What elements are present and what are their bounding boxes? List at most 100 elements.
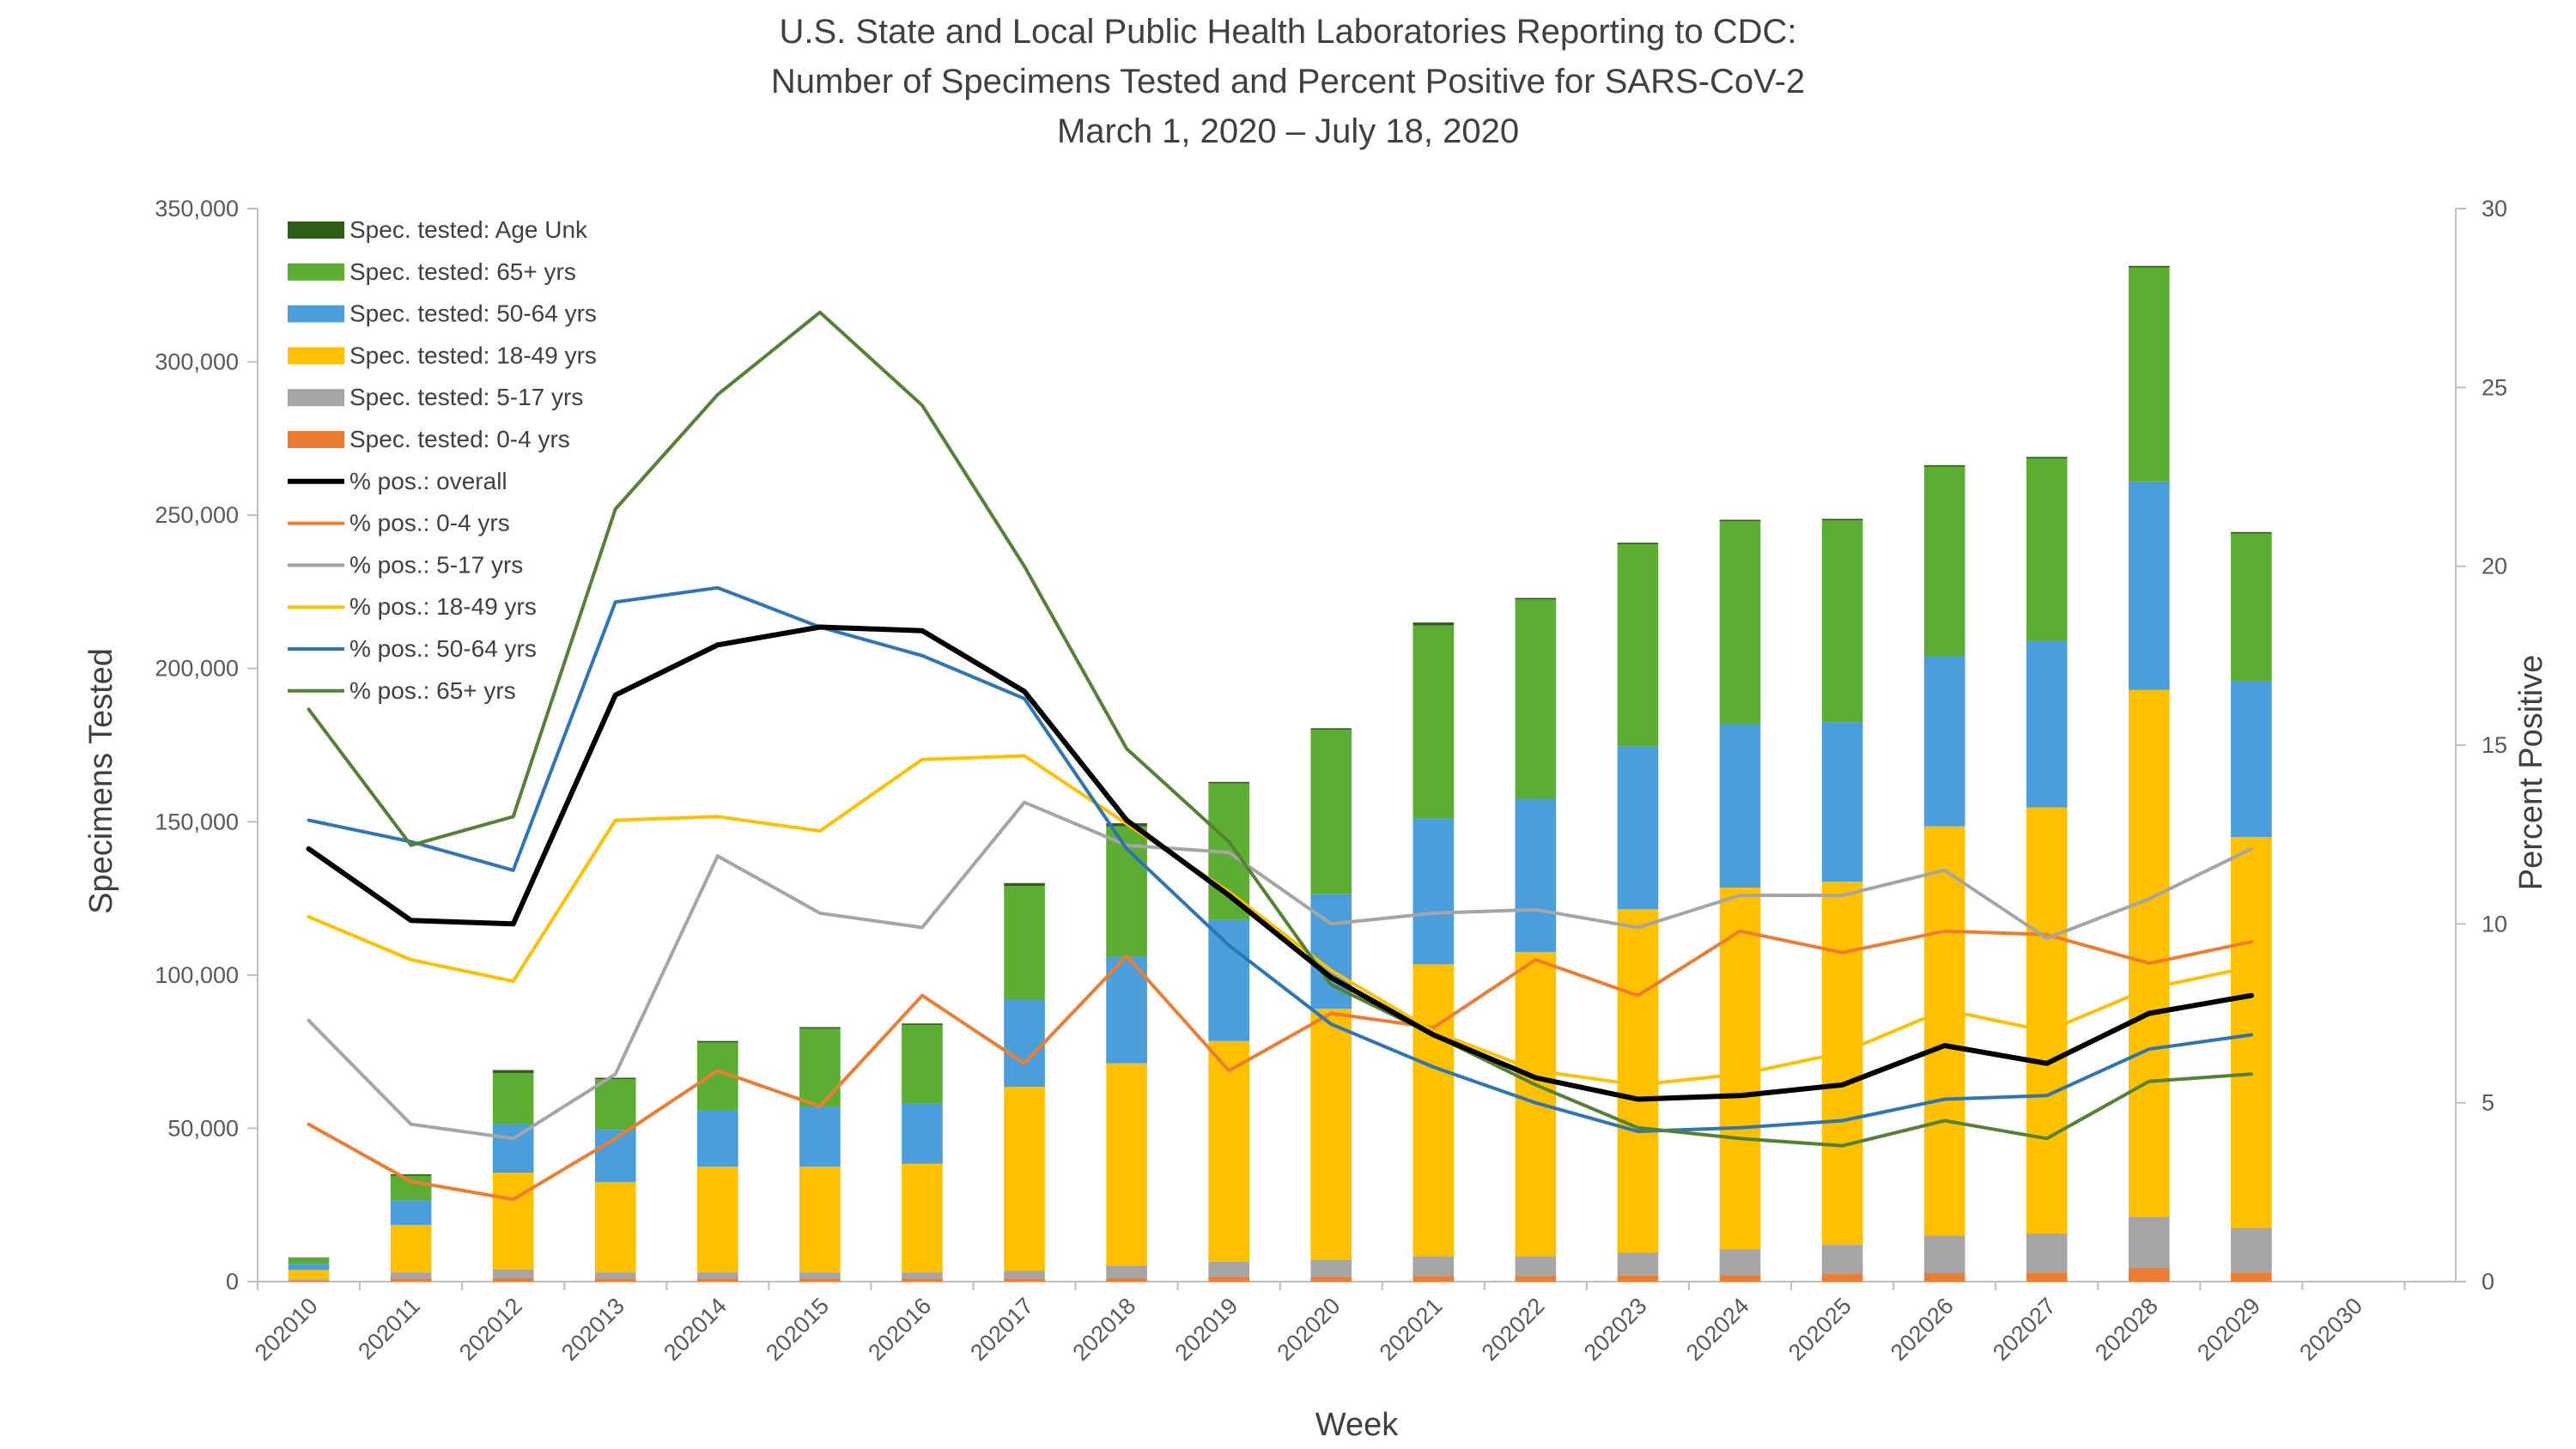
y-tick-label: 350,000: [155, 196, 239, 221]
bar-segment: [2026, 1272, 2068, 1282]
bar-segment: [1106, 1277, 1147, 1282]
bar-segment: [1923, 826, 1965, 1236]
bar-segment: [2026, 640, 2068, 808]
bar-segment: [390, 1174, 432, 1176]
bar-segment: [1208, 781, 1249, 784]
x-tick-label: 202023: [1579, 1293, 1652, 1366]
x-tick-label: 202021: [1375, 1293, 1448, 1366]
bar-segment: [2128, 689, 2170, 1217]
bar-segment: [1923, 656, 1965, 827]
legend-item: % pos.: 65+ yrs: [349, 677, 516, 704]
bar-segment: [492, 1073, 534, 1125]
bar-segment: [2231, 837, 2272, 1228]
title-line-2: Number of Specimens Tested and Percent P…: [771, 63, 1805, 100]
y-axis-title: Specimens Tested: [83, 648, 119, 914]
y-tick-label: 200,000: [155, 656, 239, 682]
bar-segment: [1106, 1063, 1147, 1266]
series-line: [307, 800, 2253, 1141]
bar-segment: [1719, 1249, 1761, 1276]
bar-segment: [1719, 724, 1761, 888]
bar-segment: [1617, 909, 1659, 1253]
bar-segment: [1208, 1040, 1249, 1262]
legend-item: % pos.: 0-4 yrs: [349, 510, 510, 537]
lines: [306, 310, 2254, 1202]
bar-segment: [1821, 520, 1863, 723]
title-line-3: March 1, 2020 – July 18, 2020: [1057, 112, 1519, 150]
bar-segment: [799, 1272, 841, 1279]
bar-segment: [288, 1279, 330, 1281]
bar-segment: [697, 1040, 738, 1043]
bar-segment: [1413, 1276, 1455, 1282]
x-tick-label: 202020: [1273, 1293, 1346, 1366]
bar-segment: [492, 1269, 534, 1278]
x-tick-label: 202017: [965, 1293, 1038, 1366]
legend-swatch: [288, 347, 344, 365]
bar-segment: [2231, 533, 2272, 681]
bar-segment: [1719, 519, 1761, 522]
y2-tick-label: 20: [2482, 554, 2507, 579]
x-tick-label: 202026: [1886, 1293, 1959, 1366]
x-tick-label: 202030: [2294, 1293, 2367, 1366]
bar-segment: [1617, 1275, 1659, 1282]
bar-segment: [902, 1025, 943, 1104]
bar-segment: [1923, 464, 1965, 467]
legend-swatch: [288, 221, 344, 239]
bar-segment: [2026, 1233, 2068, 1273]
bar-segment: [1719, 888, 1761, 1250]
legend-item: % pos.: overall: [349, 468, 507, 494]
bar-segment: [390, 1224, 432, 1273]
x-tick-label: 202015: [761, 1293, 834, 1366]
bar-segment: [288, 1264, 330, 1270]
bar-segment: [1821, 1245, 1863, 1275]
bar-segment: [799, 1028, 841, 1107]
y-tick-label: 100,000: [155, 962, 239, 988]
bar-segment: [492, 1070, 534, 1074]
bar-segment: [1004, 999, 1045, 1088]
bar-segment: [1310, 1260, 1352, 1277]
y2-tick-label: 15: [2482, 732, 2507, 758]
bar-segment: [2128, 1267, 2170, 1282]
bar-segment: [288, 1280, 330, 1282]
y2-tick-label: 25: [2482, 374, 2507, 400]
bar-segment: [799, 1167, 841, 1273]
x-tick-label: 202025: [1783, 1293, 1856, 1366]
bar-segment: [1413, 964, 1455, 1257]
bar-segment: [2128, 1217, 2170, 1268]
bar-segment: [1310, 730, 1352, 894]
y-tick-label: 300,000: [155, 349, 239, 375]
bar-segment: [2128, 267, 2170, 482]
bar-segment: [1821, 518, 1863, 521]
y-tick-label: 250,000: [155, 502, 239, 528]
bar-segment: [2231, 1228, 2272, 1273]
bar-segment: [2026, 807, 2068, 1234]
bar-segment: [1719, 521, 1761, 724]
x-tick-label: 202013: [556, 1293, 629, 1366]
bar-segment: [1106, 1265, 1147, 1278]
bar-segment: [594, 1272, 636, 1279]
bar-segment: [1413, 622, 1455, 626]
bar-segment: [2026, 458, 2068, 641]
bar-segment: [1515, 798, 1557, 953]
bar-segment: [697, 1167, 738, 1273]
bar-segment: [594, 1077, 636, 1080]
bar-segment: [902, 1163, 943, 1273]
bar-segment: [2128, 481, 2170, 690]
bar-segment: [902, 1272, 943, 1279]
x-tick-label: 202012: [454, 1293, 527, 1366]
bar-segment: [1617, 544, 1659, 747]
bar-segment: [697, 1278, 738, 1282]
series-line: [307, 585, 2253, 1133]
y2-tick-label: 0: [2482, 1269, 2494, 1294]
bar-segment: [2128, 265, 2170, 268]
chart-title: U.S. State and Local Public Health Labor…: [771, 13, 1805, 150]
y2-tick-label: 10: [2482, 911, 2507, 937]
series-line: [307, 929, 2253, 1202]
bar-segment: [1719, 1275, 1761, 1282]
bar-segment: [594, 1079, 636, 1131]
bar-segment: [902, 1023, 943, 1026]
bar-segment: [492, 1173, 534, 1270]
bar-segment: [1617, 746, 1659, 910]
x-axis-title: Week: [1315, 1407, 1399, 1443]
bar-segment: [288, 1270, 330, 1280]
